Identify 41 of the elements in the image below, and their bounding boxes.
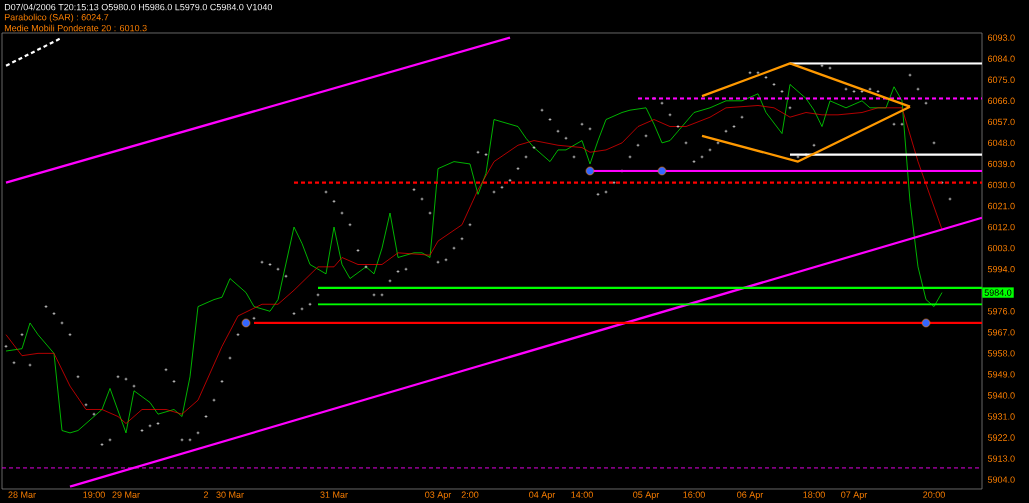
y-tick-label: 5940.0 <box>987 392 1015 399</box>
y-tick-label: 6093.0 <box>987 34 1015 41</box>
y-tick-label: 6057.0 <box>987 118 1015 126</box>
y-tick-label: 6021.0 <box>987 202 1015 210</box>
y-tick-label: 5931.0 <box>987 413 1015 420</box>
y-tick-label: 6066.0 <box>987 97 1015 104</box>
y-tick-label: 6084.0 <box>987 55 1015 62</box>
y-tick-label: 6012.0 <box>987 223 1015 231</box>
x-tick-label: 07 Apr <box>841 491 868 500</box>
y-tick-label: 5913.0 <box>987 455 1015 462</box>
x-tick-label: 05 Apr <box>633 491 660 500</box>
y-tick-label: 5958.0 <box>987 350 1015 357</box>
text: Medie Mobili Ponderate 20 : 6010.3 <box>4 24 147 32</box>
y-tick-label: 5967.0 <box>987 329 1015 336</box>
annotation: 5984.0 <box>984 289 1012 296</box>
text: Parabolico (SAR) : 6024.7 <box>4 13 109 23</box>
y-tick-label: 6039.0 <box>987 160 1015 168</box>
x-tick-label: 19:00 <box>83 491 105 498</box>
y-tick-label: 6075.0 <box>987 76 1015 83</box>
x-tick-label: 04 Apr <box>529 491 556 500</box>
x-tick-label: 06 Apr <box>737 491 764 500</box>
x-tick-label: 29 Mar <box>112 491 140 498</box>
y-tick-label: 6003.0 <box>987 244 1015 252</box>
x-tick-label: 28 Mar <box>8 491 36 498</box>
y-tick-label: 5949.0 <box>987 371 1015 378</box>
x-tick-label: 2 <box>203 491 209 498</box>
x-tick-label: 30 Mar <box>216 491 244 498</box>
x-tick-label: 03 Apr <box>425 491 452 500</box>
chart-title: D07/04/2006 T20:15:13 O5980.0 H5986.0 L5979.0 C5984.0 V1040 <box>4 3 273 11</box>
y-tick-label: 5904.0 <box>987 476 1015 483</box>
x-tick-label: 14:00 <box>571 491 593 498</box>
x-tick-label: 20:00 <box>923 491 945 498</box>
x-tick-label: 18:00 <box>803 491 825 498</box>
x-tick-label: 2:00 <box>461 491 479 498</box>
y-tick-label: 5994.0 <box>987 265 1015 273</box>
y-tick-label: 6030.0 <box>987 181 1015 189</box>
y-tick-label: 5922.0 <box>987 434 1015 441</box>
x-tick-label: 16:00 <box>683 491 705 498</box>
y-tick-label: 6048.0 <box>987 139 1015 147</box>
x-tick-label: 31 Mar <box>320 491 348 498</box>
y-tick-label: 5976.0 <box>987 308 1015 315</box>
